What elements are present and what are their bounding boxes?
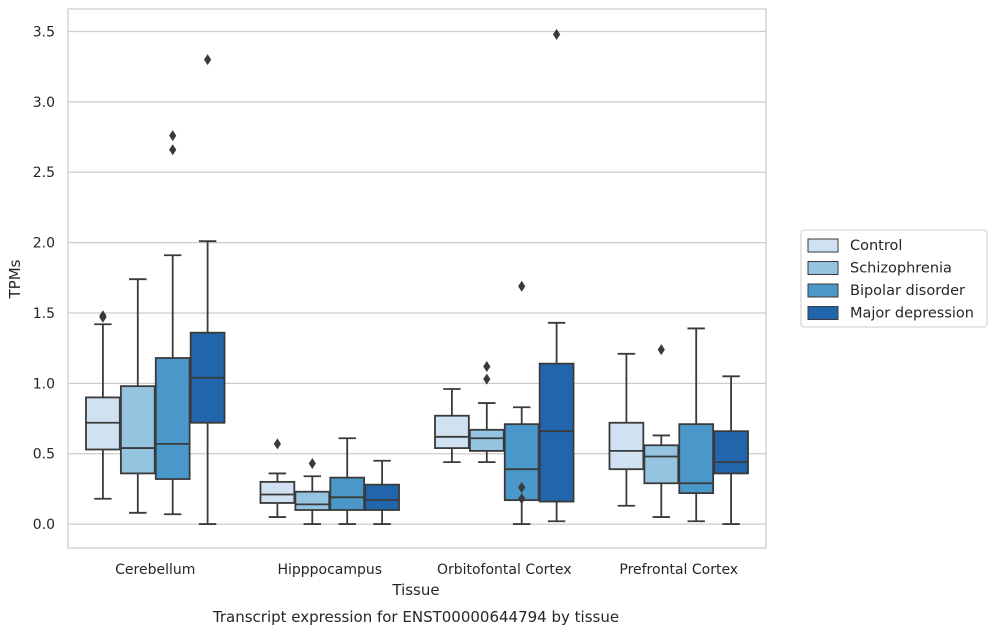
- chart-caption: Transcript expression for ENST0000064479…: [212, 608, 619, 626]
- series-group: [154, 130, 715, 525]
- legend-label: Bipolar disorder: [850, 283, 965, 299]
- box-body: [713, 430, 749, 475]
- box-item: [259, 438, 296, 518]
- outlier-marker: [518, 280, 526, 292]
- box-body: [538, 362, 575, 503]
- legend: Control Schizophrenia Bipolar disorder Majo…: [800, 229, 988, 328]
- legend-item: Major depression: [807, 306, 974, 322]
- x-tick-label: Cerebellum: [115, 562, 195, 578]
- x-tick-label: Orbitofontal Cortex: [437, 562, 572, 578]
- box-body: [678, 423, 715, 495]
- outlier-marker: [308, 458, 316, 470]
- outlier-marker: [657, 344, 665, 356]
- box-item: [678, 327, 715, 523]
- y-tick-label: 3.0: [33, 95, 55, 111]
- box-item: [119, 278, 156, 514]
- box-body: [259, 480, 296, 504]
- box-body: [643, 444, 680, 485]
- y-tick-label: 0.0: [33, 517, 55, 533]
- y-tick-label: 1.5: [33, 306, 55, 322]
- outlier-marker: [483, 373, 491, 385]
- box-body: [119, 385, 156, 475]
- series-group: [119, 278, 680, 525]
- box-body: [329, 476, 366, 511]
- outlier-marker: [169, 130, 177, 142]
- legend-swatch: [807, 283, 839, 298]
- legend-swatch: [807, 261, 839, 275]
- legend-swatch: [807, 306, 839, 320]
- x-axis-label: Tissue: [391, 581, 439, 599]
- box-body: [364, 483, 400, 511]
- box-item: [189, 54, 226, 525]
- outlier-marker: [553, 28, 561, 40]
- box-body: [294, 490, 331, 511]
- legend-label: Control: [850, 238, 902, 254]
- outlier-marker: [518, 481, 526, 493]
- box-body: [608, 421, 645, 471]
- x-tick-label: Hipppocampus: [277, 562, 382, 578]
- box-item: [154, 130, 191, 516]
- box-item: [643, 344, 680, 518]
- y-tick-label: 0.5: [33, 447, 55, 463]
- box-body: [468, 428, 505, 452]
- y-tick-label: 2.5: [33, 165, 55, 181]
- box-item: [364, 459, 400, 525]
- legend-item: Bipolar disorder: [807, 283, 965, 299]
- legend-item: Schizophrenia: [807, 261, 952, 277]
- box-item: [294, 458, 331, 525]
- legend-frame: [800, 229, 988, 328]
- box-item: [329, 437, 366, 525]
- outlier-marker: [273, 438, 281, 450]
- box-item: [468, 360, 505, 464]
- series-group: [85, 310, 645, 518]
- legend-label: Major depression: [850, 306, 974, 322]
- legend-swatch: [807, 238, 839, 253]
- box-body: [434, 414, 470, 449]
- box-item: [434, 388, 470, 464]
- x-tick-labels: Cerebellum Hipppocampus Orbitofontal Corte…: [115, 562, 738, 578]
- outlier-marker: [169, 144, 177, 156]
- box-item: [85, 310, 121, 500]
- legend-label: Schizophrenia: [850, 261, 952, 277]
- box-body: [154, 357, 191, 480]
- outlier-marker: [204, 54, 212, 66]
- x-tick-label: Prefrontal Cortex: [619, 562, 738, 578]
- outlier-marker: [518, 493, 526, 505]
- box-item: [608, 352, 645, 507]
- series-group: [189, 28, 749, 525]
- y-tick-label: 1.0: [33, 376, 55, 392]
- y-tick-labels: 0.0 0.5 1.0 1.5 2.0 2.5 3.0 3.5: [33, 25, 55, 534]
- box-item: [713, 375, 749, 525]
- outlier-marker: [483, 360, 491, 372]
- box-item: [538, 28, 575, 523]
- plot-frame: [67, 8, 767, 549]
- y-axis-label: TPMs: [6, 259, 24, 299]
- box-series: [85, 28, 749, 525]
- box-item: [503, 280, 540, 525]
- y-tick-label: 2.0: [33, 236, 55, 252]
- legend-item: Control: [807, 238, 902, 254]
- y-tick-label: 3.5: [33, 25, 55, 41]
- outlier-marker: [99, 310, 107, 322]
